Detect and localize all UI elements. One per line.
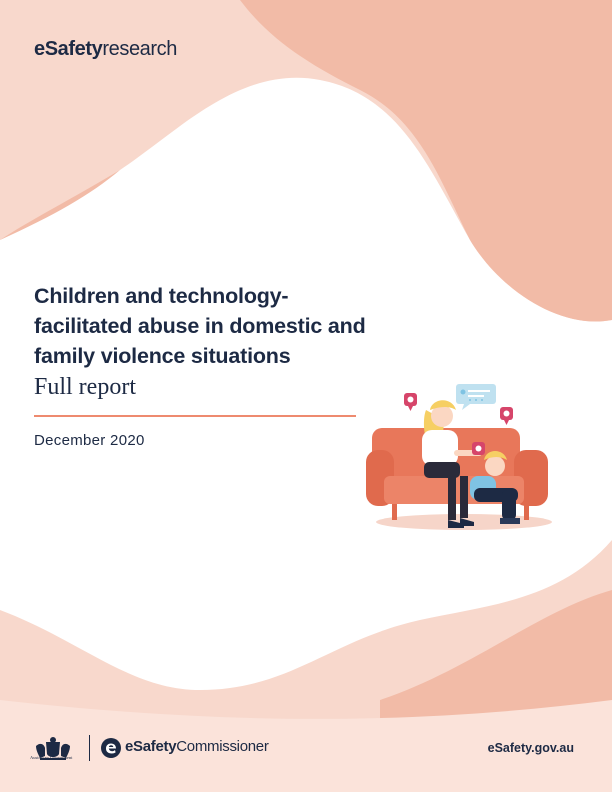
notification-icon (500, 407, 513, 425)
coat-of-arms-icon (36, 737, 70, 760)
report-subtitle: Full report (34, 374, 136, 400)
footer: Australian Government eSafetyCommissione… (0, 728, 612, 768)
website-url[interactable]: eSafety.gov.au (487, 741, 574, 755)
family-sofa-illustration (366, 384, 552, 530)
notification-icon (404, 393, 417, 411)
notification-icon (472, 442, 485, 455)
esafety-logo-icon (101, 738, 121, 758)
publication-date: December 2020 (34, 432, 145, 449)
australian-government-label: Australian Government (30, 755, 73, 760)
esafety-research-logo: eSafetyresearch (34, 39, 177, 59)
title-divider (34, 415, 356, 417)
report-title: Children and technology-facilitated abus… (34, 284, 366, 368)
logo-bold-text: eSafety (34, 38, 103, 60)
esafety-commissioner-logo: eSafetyCommissioner (125, 738, 269, 755)
logo-regular-text: research (102, 38, 177, 60)
commissioner-bold-text: eSafety (125, 738, 177, 755)
footer-divider (89, 735, 90, 761)
chat-bubble-icon (456, 384, 496, 410)
commissioner-regular-text: Commissioner (176, 738, 269, 755)
